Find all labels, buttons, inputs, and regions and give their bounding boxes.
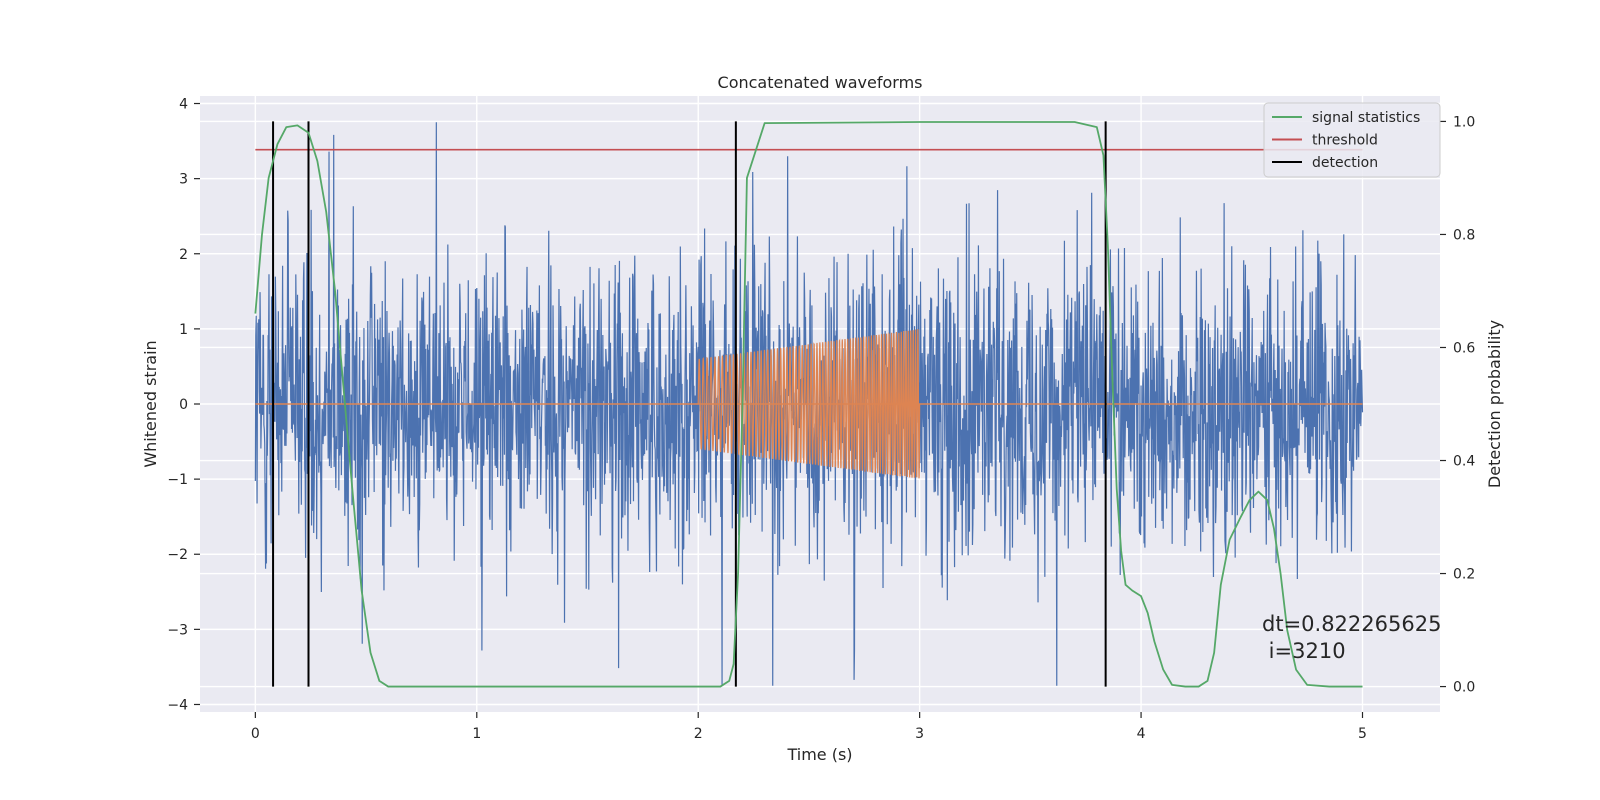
y2-tick-label: 0.8 [1453, 227, 1475, 243]
axes-ticks: 0 1 2 3 4 5 −4 −3 −2 −1 0 1 2 3 4 0.0 0.2 0.4 0.6 0.8 1.0 [167, 97, 1475, 742]
y-axis-label: Whitened strain [141, 340, 160, 467]
y-tick-label: 0 [179, 397, 188, 413]
series-layer [254, 121, 1364, 688]
x-tick-label: 1 [472, 726, 481, 742]
x-tick-label: 2 [694, 726, 703, 742]
series-signal-statistics [254, 121, 1363, 688]
y2-tick-label: 0.6 [1453, 340, 1475, 356]
legend: signal statistics threshold detection [1263, 102, 1441, 178]
y2-tick-label: 0.2 [1453, 567, 1475, 583]
x-axis-label: Time (s) [786, 745, 852, 764]
y-tick-label: 3 [179, 172, 188, 188]
x-tick-label: 3 [915, 726, 924, 742]
y-tick-label: 2 [179, 247, 188, 263]
detection-lines [272, 121, 1107, 687]
legend-frame [1263, 102, 1441, 178]
y-tick-label: −3 [167, 622, 188, 638]
y2-tick-label: 1.0 [1453, 114, 1475, 130]
legend-label: threshold [1312, 133, 1378, 149]
y2-axis-label: Detection probability [1485, 320, 1504, 488]
x-tick-label: 0 [251, 726, 260, 742]
y2-tick-label: 0.4 [1453, 454, 1475, 470]
x-tick-label: 4 [1137, 726, 1146, 742]
x-tick-label: 5 [1358, 726, 1367, 742]
y-tick-label: −4 [167, 697, 188, 713]
y-tick-label: 4 [179, 97, 188, 113]
y-tick-label: 1 [179, 322, 188, 338]
legend-label: signal statistics [1312, 110, 1420, 126]
y-tick-label: −2 [167, 547, 188, 563]
y-tick-label: −1 [167, 472, 188, 488]
legend-label: detection [1312, 155, 1378, 171]
annotation-dt-i: dt=0.822265625 i=3210 [1262, 612, 1441, 663]
chart-title: Concatenated waveforms [718, 73, 923, 92]
y2-tick-label: 0.0 [1453, 680, 1475, 696]
